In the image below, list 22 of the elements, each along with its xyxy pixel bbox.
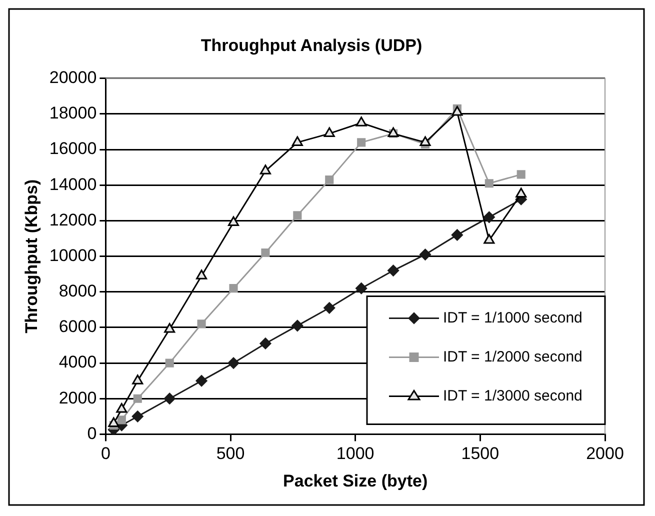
y-tick-label: 14000 [49,174,97,194]
x-tick-label: 1500 [461,444,500,464]
y-tick-label: 4000 [58,352,97,372]
y-tick-label: 12000 [49,210,97,230]
y-tick-label: 2000 [58,388,97,408]
y-tick-label: 20000 [49,68,97,88]
y-tick-label: 10000 [49,246,97,265]
x-axis-title: Packet Size (byte) [283,471,428,490]
y-axis-title: Throughput (Kbps) [22,179,41,334]
y-tick-label: 8000 [58,282,97,301]
x-tick-label: 500 [216,444,245,464]
y-tick-label: 16000 [49,139,97,158]
legend-label: IDT = 1/3000 second [443,387,582,404]
y-tick-label: 0 [87,424,97,443]
x-tick-label: 1000 [336,444,374,464]
x-tick-label: 2000 [586,444,624,464]
x-tick-label: 0 [100,444,110,464]
legend-label: IDT = 1/1000 second [443,309,582,326]
legend-label: IDT = 1/2000 second [443,348,582,366]
chart-title: Throughput Analysis (UDP) [200,36,422,55]
y-tick-label: 6000 [58,317,97,336]
y-tick-label: 18000 [49,104,97,123]
